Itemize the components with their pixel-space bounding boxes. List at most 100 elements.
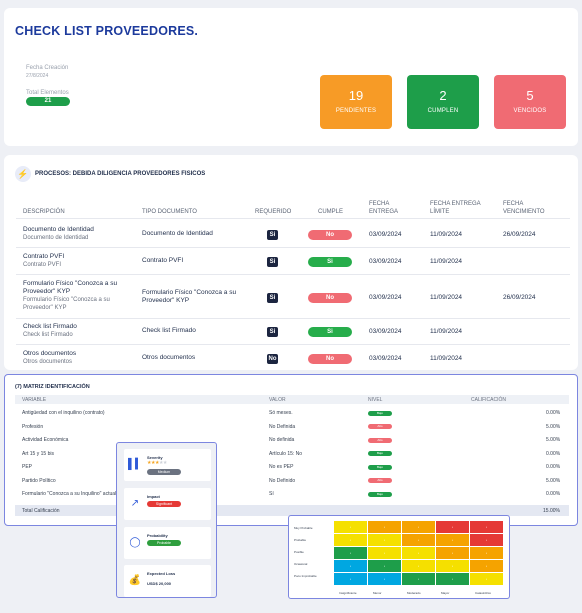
row-subtitle: Check list Firmado [23,332,73,338]
cumple-badge[interactable]: No [308,293,352,303]
heatmap-cell[interactable]: • [402,547,435,559]
summary-card: CHECK LIST PROVEEDORES. Fecha Creación 2… [4,8,578,146]
requerido-badge: Si [267,257,278,267]
total-badge: 21 [26,97,70,106]
matrix-valor: Artículo 15: No [269,450,303,457]
heatmap-cell[interactable]: • [368,560,401,572]
matrix-valor: Só meses. [269,410,293,416]
divider [16,218,570,219]
heatmap-cell[interactable]: • [436,547,469,559]
heatmap-row-label: Muy Probable [294,526,313,530]
heatmap-cell[interactable]: • [334,534,367,546]
heatmap-cell[interactable]: • [470,521,503,533]
row-title: Check list Firmado [23,323,77,330]
fecha-entrega: 03/09/2024 [369,355,402,362]
expected-loss-title: Expected Loss [147,571,176,576]
cumplen-count: 2 [439,88,447,103]
heatmap-cell[interactable]: • [470,547,503,559]
fecha-limite: 11/09/2024 [430,258,463,265]
fecha-value: 27/8/2024 [26,73,49,79]
heatmap-cell[interactable]: • [470,560,503,572]
fecha-entrega: 03/09/2024 [369,258,402,265]
row-description: Formulario Físico "Conozca a su Proveedo… [23,280,135,312]
pendientes-count: 19 [348,88,364,103]
vencidos-label: VENCIDOS [513,108,547,114]
row-subtitle: Contrato PVFI [23,262,62,268]
heatmap-cell[interactable]: • [368,547,401,559]
heatmap-card: Muy Probable • • • • • Probable • • • • • Posible • • •… [288,515,510,599]
heatmap-cell[interactable]: • [402,534,435,546]
heatmap-cell[interactable]: • [334,560,367,572]
heatmap-row-label: Ocasional [294,562,308,566]
impact-item[interactable]: ↗ Impact Significant [124,488,211,520]
matrix-calificacion: 0.00% [546,464,561,470]
heatmap-cell[interactable]: • [334,521,367,533]
matrix-variable: Formulario "Conozca a su Inquilino" actu… [22,491,129,497]
vencidos-box[interactable]: 5 VENCIDOS [494,75,566,129]
fecha-entrega: 03/09/2024 [369,294,402,301]
row-description: Documento de Identidad Documento de Ident… [23,226,94,242]
matrix-variable: Antigüedad con el inquilino (contrato) [22,410,105,416]
heatmap-cell[interactable]: • [402,560,435,572]
heatmap-cell[interactable]: • [368,573,401,585]
row-tipo: Documento de Identidad [142,230,213,237]
bar-chart-icon: ▌▍ [128,459,143,470]
matrix-valor: No Definida [269,423,296,430]
fecha-vencimiento: 26/09/2024 [503,231,536,238]
pendientes-box[interactable]: 19 PENDIENTES [320,75,392,129]
divider [16,344,570,345]
heatmap-col-label: Moderado [407,591,421,595]
divider [16,247,570,248]
heatmap-cell[interactable]: • [470,534,503,546]
divider [16,318,570,319]
heatmap-cell[interactable]: • [334,547,367,559]
heatmap-cell[interactable]: • [368,534,401,546]
heatmap-cell[interactable]: • [436,521,469,533]
row-title: Formulario Físico "Conozca a su Proveedo… [23,280,118,295]
heatmap-cell[interactable]: • [436,560,469,572]
col-variable: VARIABLE [22,397,47,403]
cumple-badge[interactable]: Si [308,327,352,337]
col-entrega-line1: FECHA [369,201,390,207]
col-requerido: REQUERIDO [255,209,292,215]
heatmap-cell[interactable]: • [470,573,503,585]
heatmap-cell[interactable]: • [402,573,435,585]
trend-line-icon: ↗ [130,498,140,509]
total-label: Total Calificación [22,508,60,514]
heatmap-cell[interactable]: • [334,573,367,585]
cumplen-box[interactable]: 2 CUMPLEN [407,75,479,129]
row-tipo: Otros documentos [142,354,196,361]
total-value: 15.00% [543,508,560,514]
fecha-entrega: 03/09/2024 [369,328,402,335]
heatmap-col-label: Menor [373,591,382,595]
matrix-calificacion: 5.00% [546,423,561,430]
row-title: Documento de Identidad [23,226,94,233]
row-subtitle: Formulario Físico "Conozca a su Proveedo… [23,297,110,311]
fecha-limite: 11/09/2024 [430,231,463,238]
row-subtitle: Otros documentos [23,359,73,365]
fecha-limite: 11/09/2024 [430,328,463,335]
matrix-valor: No Definido [269,477,296,484]
requerido-badge: Si [267,230,278,240]
col-venc-line2: VENCIMIENTO [503,209,545,215]
divider [16,274,570,275]
probability-badge: Probable [147,540,181,546]
heatmap-cell[interactable]: • [436,573,469,585]
heatmap-cell[interactable]: • [436,534,469,546]
requerido-badge: Si [267,327,278,337]
heatmap-row-label: Posible [294,550,304,554]
row-tipo: Formulario Físico "Conozca a su Proveedo… [142,289,237,304]
severity-badge: Medium [147,469,181,475]
nivel-badge: Bajo [368,410,392,416]
matrix-variable: PEP [22,464,33,470]
heatmap-cell[interactable]: • [368,521,401,533]
heatmap-cell[interactable]: • [402,521,435,533]
col-valor: VALOR [269,397,286,403]
cumple-badge[interactable]: No [308,354,352,364]
probability-item[interactable]: ◯ Probability Probable [124,527,211,559]
cumple-badge[interactable]: Si [308,257,352,267]
expected-loss-item[interactable]: 💰 Expected Loss USD$ 20,000 [124,565,211,597]
severity-item[interactable]: ▌▍ Severity ★★★★★ Medium [124,449,211,481]
cumple-badge[interactable]: No [308,230,352,240]
row-description: Check list Firmado Check list Firmado [23,323,77,339]
